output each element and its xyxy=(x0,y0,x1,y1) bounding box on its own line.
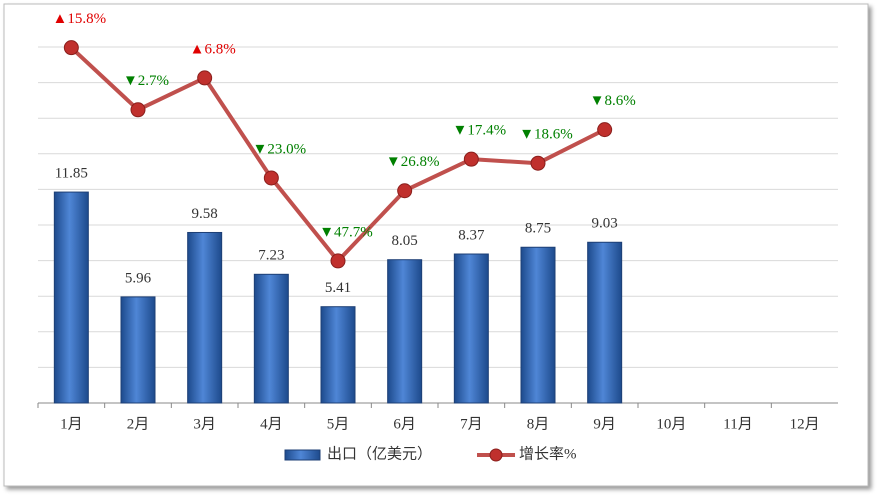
x-tick-label: 5月 xyxy=(327,416,350,432)
line-marker xyxy=(263,170,279,186)
bar-value-label: 8.37 xyxy=(458,227,485,243)
line-marker xyxy=(197,70,213,86)
growth-label: ▼17.4% xyxy=(453,123,507,139)
line-marker xyxy=(597,122,613,138)
bar xyxy=(253,273,289,404)
bar xyxy=(520,246,556,404)
x-tick-label: 9月 xyxy=(593,416,616,432)
line-marker xyxy=(463,151,479,167)
x-tick-label: 1月 xyxy=(60,416,83,432)
line-marker xyxy=(530,155,546,171)
growth-label: ▼2.7% xyxy=(123,73,169,89)
bar xyxy=(53,191,89,404)
bar xyxy=(453,253,489,404)
line-marker xyxy=(330,253,346,269)
x-tick-label: 7月 xyxy=(460,416,483,432)
growth-label: ▼47.7% xyxy=(319,224,373,240)
growth-label: ▼18.6% xyxy=(519,127,573,143)
bar-value-label: 8.75 xyxy=(525,221,551,237)
line-marker xyxy=(63,40,79,56)
line-marker xyxy=(397,183,413,199)
chart-frame xyxy=(3,3,869,487)
bar xyxy=(387,259,423,404)
x-tick-label: 11月 xyxy=(723,416,752,432)
x-tick-label: 10月 xyxy=(656,416,686,432)
growth-label: ▼23.0% xyxy=(253,141,307,157)
bar-value-label: 5.96 xyxy=(125,270,152,286)
growth-label: ▼8.6% xyxy=(590,93,636,109)
growth-label: ▼26.8% xyxy=(386,154,440,170)
bar xyxy=(587,241,623,404)
x-tick-label: 6月 xyxy=(393,416,416,432)
growth-label: ▲6.8% xyxy=(190,41,236,57)
bar-value-label: 9.58 xyxy=(192,206,218,222)
x-tick-label: 12月 xyxy=(790,416,820,432)
x-tick-label: 3月 xyxy=(193,416,216,432)
legend-marker xyxy=(489,448,503,462)
legend-swatch xyxy=(284,449,321,461)
bar xyxy=(187,231,223,404)
x-tick-label: 8月 xyxy=(527,416,550,432)
bar-value-label: 11.85 xyxy=(55,166,88,182)
legend-label: 增长率% xyxy=(519,445,577,462)
legend-label: 出口（亿美元） xyxy=(327,445,432,462)
growth-label: ▲15.8% xyxy=(53,11,107,27)
bar-value-label: 9.03 xyxy=(592,216,618,232)
bar-value-label: 8.05 xyxy=(392,233,418,249)
x-tick-label: 4月 xyxy=(260,416,283,432)
bar-value-label: 7.23 xyxy=(258,248,284,264)
x-tick-label: 2月 xyxy=(127,416,150,432)
bar-value-label: 5.41 xyxy=(325,280,351,296)
bar xyxy=(320,306,356,404)
line-marker xyxy=(130,102,146,118)
bar xyxy=(120,296,156,404)
